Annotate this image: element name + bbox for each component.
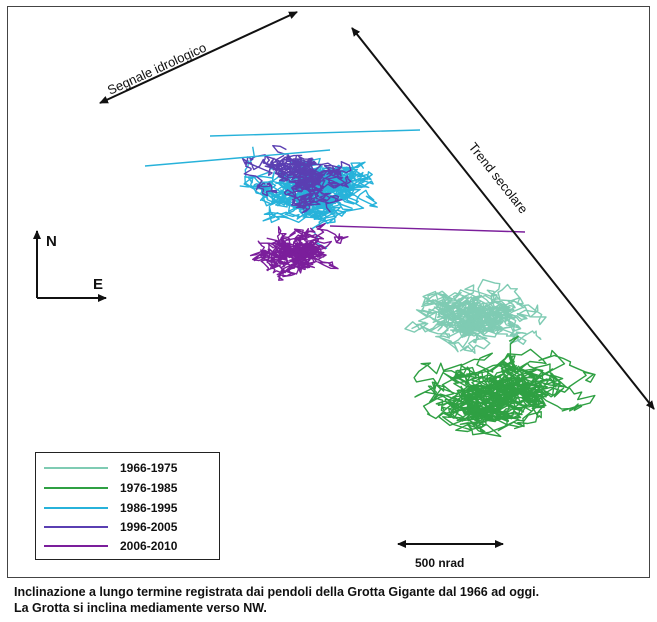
legend-item: 1976-1985	[44, 479, 177, 497]
legend-item: 2006-2010	[44, 537, 177, 555]
legend-item: 1986-1995	[44, 499, 177, 517]
scale-bar-label: 500 nrad	[415, 556, 464, 570]
legend-item: 1996-2005	[44, 518, 177, 536]
hydro-signal-label: Segnale idrologico	[105, 40, 209, 98]
north-label: N	[46, 233, 57, 250]
trace-2006-2010	[266, 226, 327, 265]
legend-label: 1966-1975	[120, 461, 178, 475]
legend: 1966-1975 1976-1985 1986-1995 1996-2005 …	[35, 452, 220, 560]
caption-line-2: La Grotta si inclina mediamente verso NW…	[14, 601, 267, 615]
legend-swatch-1986-1995	[44, 507, 108, 509]
secular-trend-arrow	[351, 27, 655, 410]
trace-1996-2005	[274, 156, 352, 214]
hydro-signal-arrow	[99, 11, 298, 104]
legend-label: 1976-1985	[120, 481, 178, 495]
tilt-traces	[144, 129, 596, 438]
legend-swatch-2006-2010	[44, 545, 108, 547]
trace-1996-2005	[241, 154, 322, 197]
caption-line-1: Inclinazione a lungo termine registrata …	[14, 585, 540, 599]
trace-streak	[144, 149, 331, 167]
legend-swatch-1976-1985	[44, 487, 108, 489]
legend-item: 1966-1975	[44, 459, 177, 477]
legend-label: 1986-1995	[120, 501, 178, 515]
legend-label: 1996-2005	[120, 520, 178, 534]
secular-trend-label: Trend secolare	[466, 140, 531, 217]
legend-swatch-1996-2005	[44, 526, 108, 528]
east-label: E	[93, 276, 103, 293]
trace-1996-2005	[272, 145, 331, 207]
trace-streak	[329, 225, 526, 233]
legend-label: 2006-2010	[120, 539, 178, 553]
trace-streak	[209, 129, 421, 137]
legend-swatch-1966-1975	[44, 467, 108, 469]
